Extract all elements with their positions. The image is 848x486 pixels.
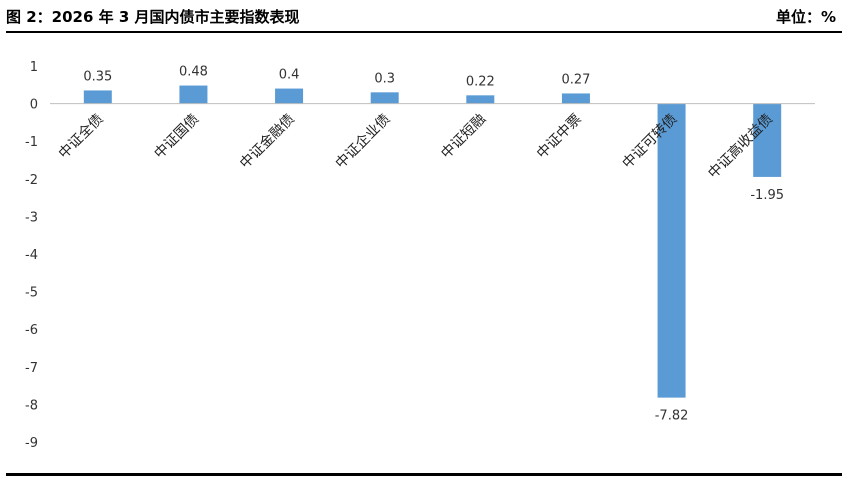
data-label: -1.95 xyxy=(750,188,784,203)
y-tick-label: -8 xyxy=(25,398,38,413)
category-label: 中证企业债 xyxy=(332,110,394,172)
y-tick-label: -2 xyxy=(25,173,38,188)
data-label: 0.27 xyxy=(561,72,590,87)
bar xyxy=(466,95,495,104)
chart-title: 图 2：2026 年 3 月国内债市主要指数表现 xyxy=(6,8,300,26)
y-tick-label: 0 xyxy=(30,98,38,113)
y-tick-label: -5 xyxy=(25,286,38,301)
bottom-rule xyxy=(6,473,842,476)
category-label: 中证全债 xyxy=(55,110,107,162)
y-tick-label: 1 xyxy=(30,60,38,75)
y-tick-label: -7 xyxy=(25,361,38,376)
y-tick-label: -9 xyxy=(25,436,38,451)
y-tick-label: -6 xyxy=(25,323,38,338)
bar xyxy=(561,93,590,104)
data-label: 0.35 xyxy=(83,69,112,84)
category-label: 中证金融债 xyxy=(237,111,298,172)
category-label: 中证国债 xyxy=(151,111,202,162)
data-label: 0.3 xyxy=(374,71,395,86)
category-label: 中证短融 xyxy=(438,111,489,162)
bar xyxy=(179,85,208,104)
data-label: 0.22 xyxy=(466,74,495,89)
bar xyxy=(753,103,782,177)
y-tick-label: -1 xyxy=(25,135,38,150)
unit-label: 单位：% xyxy=(775,8,836,26)
bar xyxy=(370,92,399,104)
data-label: 0.4 xyxy=(279,68,300,83)
bar xyxy=(83,90,112,104)
category-label: 中证中票 xyxy=(534,111,585,162)
y-tick-label: -4 xyxy=(25,248,38,263)
bar xyxy=(275,88,304,104)
bar xyxy=(657,103,686,398)
top-rule xyxy=(6,31,842,33)
data-label: -7.82 xyxy=(655,409,689,424)
data-label: 0.48 xyxy=(179,65,208,80)
y-tick-label: -3 xyxy=(25,210,38,225)
